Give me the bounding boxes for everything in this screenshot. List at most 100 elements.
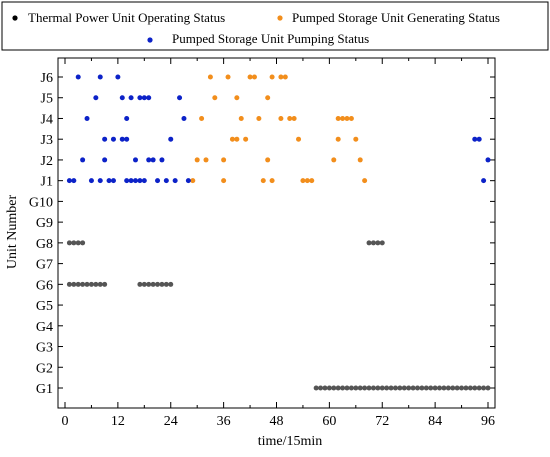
y-tick-label-j6: J6 bbox=[41, 71, 53, 86]
point-thermal-g6-t17 bbox=[137, 281, 143, 287]
point-generating-j6-t50 bbox=[282, 74, 288, 80]
point-generating-j6-t37 bbox=[225, 74, 231, 80]
point-pumping-j6-t8 bbox=[97, 74, 103, 80]
point-generating-j3-t66 bbox=[353, 136, 359, 142]
point-thermal-g6-t21 bbox=[155, 281, 161, 287]
y-tick-label-g1: G1 bbox=[36, 382, 53, 397]
point-thermal-g8-t1 bbox=[66, 240, 72, 246]
point-pumping-j5-t15 bbox=[128, 95, 134, 101]
y-tick-label-g5: G5 bbox=[36, 299, 53, 314]
legend: Thermal Power Unit Operating Status Pump… bbox=[1, 1, 549, 51]
point-generating-j4-t31 bbox=[199, 115, 205, 121]
point-thermal-g6-t9 bbox=[102, 281, 108, 287]
point-thermal-g1-t77 bbox=[401, 385, 407, 391]
point-thermal-g1-t83 bbox=[428, 385, 434, 391]
point-thermal-g1-t58 bbox=[318, 385, 324, 391]
x-tick-label-84: 84 bbox=[428, 414, 442, 429]
point-thermal-g1-t76 bbox=[397, 385, 403, 391]
point-pumping-j2-t20 bbox=[150, 157, 156, 163]
plot-area bbox=[57, 57, 496, 409]
point-pumping-j3-t13 bbox=[119, 136, 125, 142]
point-pumping-j1-t6 bbox=[88, 178, 94, 184]
point-pumping-j5-t19 bbox=[146, 95, 152, 101]
x-tick-label-0: 0 bbox=[62, 414, 69, 429]
point-thermal-g1-t91 bbox=[463, 385, 469, 391]
point-pumping-j1-t17 bbox=[137, 178, 143, 184]
point-thermal-g6-t3 bbox=[75, 281, 81, 287]
x-tick-label-48: 48 bbox=[270, 414, 284, 429]
x-tick-label-12: 12 bbox=[111, 414, 125, 429]
point-generating-j2-t30 bbox=[194, 157, 200, 163]
point-thermal-g6-t24 bbox=[168, 281, 174, 287]
point-pumping-j5-t7 bbox=[93, 95, 99, 101]
point-generating-j4-t51 bbox=[287, 115, 293, 121]
point-thermal-g6-t23 bbox=[163, 281, 169, 287]
point-generating-j5-t39 bbox=[234, 95, 240, 101]
x-tick-label-36: 36 bbox=[217, 414, 231, 429]
x-tick-label-24: 24 bbox=[164, 414, 178, 429]
y-axis-label: Unit Number bbox=[5, 195, 20, 270]
point-generating-j6-t42 bbox=[247, 74, 253, 80]
point-thermal-g6-t22 bbox=[159, 281, 165, 287]
point-thermal-g1-t84 bbox=[432, 385, 438, 391]
point-generating-j3-t41 bbox=[243, 136, 249, 142]
point-pumping-j2-t96 bbox=[485, 157, 491, 163]
point-generating-j1-t54 bbox=[300, 178, 306, 184]
point-thermal-g6-t8 bbox=[97, 281, 103, 287]
point-thermal-g1-t57 bbox=[313, 385, 319, 391]
point-pumping-j2-t16 bbox=[133, 157, 138, 163]
point-thermal-g6-t20 bbox=[150, 281, 156, 287]
point-thermal-g1-t74 bbox=[388, 385, 394, 391]
point-thermal-g8-t2 bbox=[71, 240, 77, 246]
y-tick-label-g6: G6 bbox=[36, 278, 53, 293]
point-generating-j6-t49 bbox=[278, 74, 284, 80]
point-pumping-j1-t18 bbox=[141, 178, 147, 184]
point-pumping-j4-t5 bbox=[84, 115, 90, 121]
point-generating-j3-t39 bbox=[234, 136, 240, 142]
point-thermal-g1-t92 bbox=[467, 385, 473, 391]
point-generating-j1-t45 bbox=[260, 178, 266, 184]
point-pumping-j1-t21 bbox=[155, 178, 161, 184]
point-thermal-g1-t86 bbox=[441, 385, 447, 391]
x-tick-label-96: 96 bbox=[481, 414, 495, 429]
point-thermal-g1-t82 bbox=[423, 385, 429, 391]
point-generating-j4-t65 bbox=[348, 115, 354, 121]
point-pumping-j4-t27 bbox=[181, 115, 187, 121]
point-generating-j6-t47 bbox=[269, 74, 275, 80]
point-thermal-g6-t4 bbox=[80, 281, 86, 287]
point-pumping-j3-t14 bbox=[124, 136, 130, 142]
point-thermal-g1-t93 bbox=[472, 385, 478, 391]
point-thermal-g6-t1 bbox=[66, 281, 72, 287]
point-pumping-j1-t8 bbox=[97, 178, 103, 184]
point-generating-j4-t63 bbox=[340, 115, 346, 121]
point-pumping-j5-t26 bbox=[177, 95, 183, 101]
point-generating-j2-t67 bbox=[357, 157, 363, 163]
point-thermal-g6-t6 bbox=[88, 281, 94, 287]
point-pumping-j5-t17 bbox=[137, 95, 143, 101]
point-thermal-g1-t75 bbox=[392, 385, 398, 391]
point-pumping-j1-t16 bbox=[133, 178, 138, 184]
point-thermal-g1-t85 bbox=[437, 385, 443, 391]
point-thermal-g1-t73 bbox=[384, 385, 390, 391]
point-thermal-g1-t88 bbox=[450, 385, 456, 391]
y-tick-label-j5: J5 bbox=[41, 92, 53, 107]
point-generating-j6-t33 bbox=[207, 74, 213, 80]
point-thermal-g1-t59 bbox=[322, 385, 328, 391]
point-thermal-g1-t60 bbox=[326, 385, 332, 391]
y-tick-label-j1: J1 bbox=[41, 175, 53, 190]
legend-marker-thermal bbox=[12, 15, 18, 21]
point-generating-j1-t47 bbox=[269, 178, 275, 184]
point-pumping-j2-t9 bbox=[102, 157, 108, 163]
point-thermal-g6-t18 bbox=[141, 281, 147, 287]
point-pumping-j1-t23 bbox=[163, 178, 169, 184]
legend-label-pumping: Pumped Storage Unit Pumping Status bbox=[172, 31, 369, 46]
point-thermal-g8-t71 bbox=[375, 240, 381, 246]
point-thermal-g8-t69 bbox=[366, 240, 372, 246]
point-thermal-g1-t72 bbox=[379, 385, 385, 391]
point-thermal-g6-t7 bbox=[93, 281, 99, 287]
point-pumping-j6-t12 bbox=[115, 74, 121, 80]
point-pumping-j2-t19 bbox=[146, 157, 152, 163]
point-generating-j4-t62 bbox=[335, 115, 341, 121]
point-pumping-j1-t14 bbox=[124, 178, 130, 184]
point-pumping-j5-t18 bbox=[141, 95, 147, 101]
